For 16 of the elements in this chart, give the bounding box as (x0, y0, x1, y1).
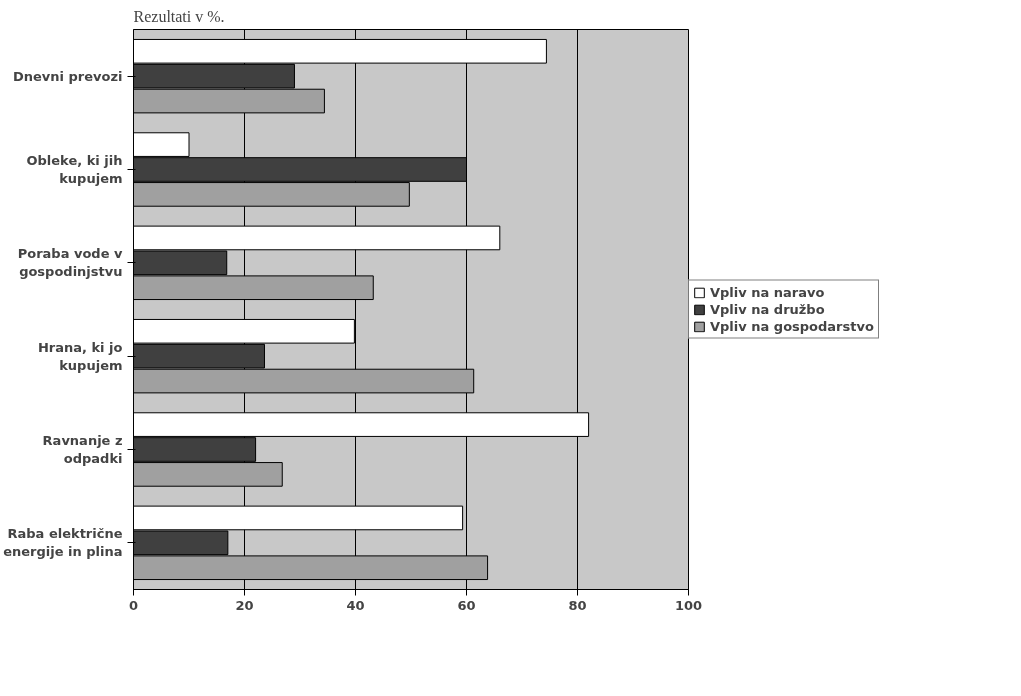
y-tick-label: Ravnanje z odpadki (42, 433, 123, 466)
chart-title: Rezultati v %. (133, 7, 225, 25)
y-tick-label: Hrana, ki jo kupujem (37, 339, 123, 373)
legend-label: Vpliv na družbo (710, 301, 825, 317)
legend-label: Vpliv na naravo (710, 284, 825, 300)
x-tick-label: 0 (128, 597, 139, 613)
y-tick-label: Dnevni prevozi (12, 68, 123, 84)
x-tick-label: 80 (568, 597, 587, 613)
x-tick-label: 60 (457, 597, 476, 613)
legend-label: Vpliv na gospodarstvo (710, 318, 874, 334)
x-tick-label: 40 (346, 597, 365, 613)
y-tick-label: Poraba vode v gospodinjstvu (17, 246, 124, 280)
x-tick-label: 100 (674, 597, 703, 613)
y-tick-label: Raba električne energije in plina (3, 526, 123, 560)
y-tick-label: Obleke, ki jih kupujem (26, 153, 123, 186)
x-tick-label: 20 (235, 597, 254, 613)
